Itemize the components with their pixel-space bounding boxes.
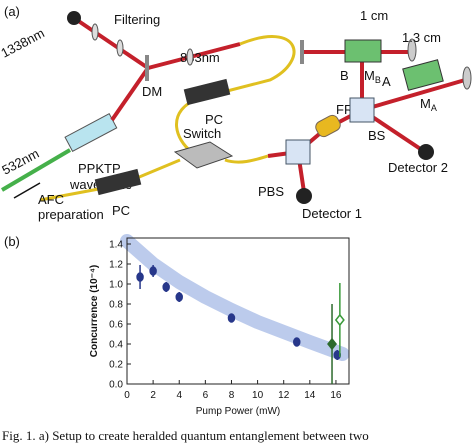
panel-label: (b) — [4, 234, 20, 249]
mirror — [300, 40, 304, 64]
y-tick-label: 0.0 — [109, 380, 123, 391]
label: 532nm — [0, 146, 42, 178]
plot-frame — [126, 237, 350, 385]
label: Detector 2 — [388, 160, 448, 175]
x-tick-label: 16 — [330, 390, 342, 401]
y-axis-label: Concurrence (10⁻⁴) — [89, 265, 100, 357]
label: Filtering — [114, 12, 160, 27]
label: M — [420, 96, 431, 111]
lens — [91, 23, 99, 41]
setup-diagram: (a) 532nm PPKTP waveguide Filtering 1338… — [0, 4, 472, 222]
label: preparation — [38, 207, 104, 222]
y-tick-label: 1.2 — [109, 260, 123, 271]
x-tick-label: 2 — [150, 390, 156, 401]
label: PC — [205, 112, 223, 127]
panel-label: (a) — [4, 4, 20, 19]
label: MA — [420, 96, 437, 113]
data-point — [227, 313, 236, 323]
y-tick-label: 0.8 — [109, 300, 123, 311]
memory-b — [344, 39, 382, 63]
label: DM — [142, 84, 162, 99]
label: 883nm — [180, 50, 220, 65]
beam — [147, 42, 241, 70]
label: M — [364, 68, 375, 83]
bs — [349, 97, 375, 123]
y-tick-label: 1.4 — [109, 240, 123, 251]
memory-a — [402, 59, 444, 91]
chart: 0 2 4 6 8 10 12 14 16 0.0 0.2 0.4 0.6 0.8 1.0 1.2 1.4 Pum… — [89, 234, 350, 417]
x-tick-label: 4 — [176, 390, 182, 401]
arrow — [13, 182, 41, 199]
label: A — [382, 74, 391, 89]
y-tick-label: 0.6 — [109, 320, 123, 331]
detector — [67, 11, 81, 25]
label: PC — [112, 203, 130, 218]
dichroic — [145, 55, 149, 81]
label: AFC — [38, 192, 64, 207]
y-tick-label: 0.4 — [109, 340, 123, 351]
beam — [72, 16, 151, 122]
label: B — [340, 68, 349, 83]
label: PBS — [258, 184, 284, 199]
x-tick-label: 6 — [203, 390, 209, 401]
beam — [361, 78, 466, 112]
pump-beam — [0, 148, 72, 192]
label: 1.3 cm — [402, 30, 441, 45]
x-tick-label: 0 — [124, 390, 130, 401]
theory-band — [120, 234, 350, 361]
caption: Fig. 1. a) Setup to create heralded quan… — [2, 428, 369, 443]
label: BS — [368, 128, 386, 143]
x-axis-label: Pump Power (mW) — [196, 406, 280, 417]
waveguide — [64, 113, 118, 153]
mirror — [407, 38, 417, 62]
data-point — [293, 337, 301, 347]
x-tick-label: 8 — [229, 390, 235, 401]
polarization-controller — [183, 78, 231, 106]
data-point — [175, 292, 183, 302]
x-tick-label: 12 — [278, 390, 290, 401]
label: Detector 1 — [302, 206, 362, 221]
detector — [296, 188, 312, 204]
detector — [418, 144, 434, 160]
lens — [116, 39, 124, 57]
data-point — [162, 282, 170, 292]
fiber — [224, 154, 269, 164]
x-tick-label: 14 — [304, 390, 316, 401]
label: PPKTP — [78, 161, 121, 176]
data-point — [149, 266, 157, 276]
x-tick-label: 10 — [252, 390, 264, 401]
label: FR — [336, 102, 353, 117]
beam — [267, 108, 363, 158]
label: MB — [364, 68, 381, 85]
polarization-controller — [94, 168, 142, 196]
switch — [173, 141, 234, 169]
label: 1 cm — [360, 8, 388, 23]
data-point — [136, 272, 144, 282]
faraday-rotator — [315, 114, 341, 138]
fiber — [175, 35, 296, 154]
data-point — [327, 337, 337, 351]
pbs — [285, 139, 311, 165]
mirror — [462, 66, 472, 90]
label: B — [375, 75, 381, 85]
y-tick-label: 1.0 — [109, 280, 123, 291]
label: A — [431, 103, 437, 113]
lens — [186, 48, 194, 66]
data-point — [334, 313, 345, 327]
y-tick-label: 0.2 — [109, 360, 123, 371]
label: 1338nm — [0, 25, 47, 60]
label: Switch — [183, 126, 221, 141]
